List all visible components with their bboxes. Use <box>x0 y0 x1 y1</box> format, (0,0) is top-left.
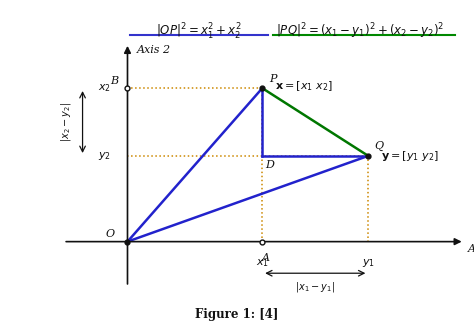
Text: $|x_2-y_2|$: $|x_2-y_2|$ <box>59 102 73 142</box>
Text: $|x_1-y_1|$: $|x_1-y_1|$ <box>295 280 335 294</box>
Text: P: P <box>269 74 276 84</box>
Text: $x_1$: $x_1$ <box>256 258 269 269</box>
Text: $|OP|^2=x_1^2+x_2^2$: $|OP|^2=x_1^2+x_2^2$ <box>156 22 242 42</box>
Text: Axis 1: Axis 1 <box>468 244 474 254</box>
Text: Axis 2: Axis 2 <box>137 45 171 55</box>
Text: $y_2$: $y_2$ <box>99 150 111 162</box>
Text: $\mathbf{y} = [y_1 \ y_2]$: $\mathbf{y} = [y_1 \ y_2]$ <box>381 149 439 163</box>
Text: $|PQ|^2=(x_1-y_1)^2+(x_2-y_2)^2$: $|PQ|^2=(x_1-y_1)^2+(x_2-y_2)^2$ <box>276 22 445 41</box>
Text: Figure 1: [4]: Figure 1: [4] <box>195 308 279 321</box>
Text: O: O <box>106 229 115 239</box>
Text: D: D <box>265 161 274 170</box>
Text: Q: Q <box>374 141 384 151</box>
Text: $\mathbf{x} = [x_1 \ x_2]$: $\mathbf{x} = [x_1 \ x_2]$ <box>275 79 333 93</box>
Text: A: A <box>262 253 270 263</box>
Text: $x_2$: $x_2$ <box>99 82 111 94</box>
Text: $y_1$: $y_1$ <box>362 258 375 269</box>
Text: B: B <box>110 76 118 86</box>
